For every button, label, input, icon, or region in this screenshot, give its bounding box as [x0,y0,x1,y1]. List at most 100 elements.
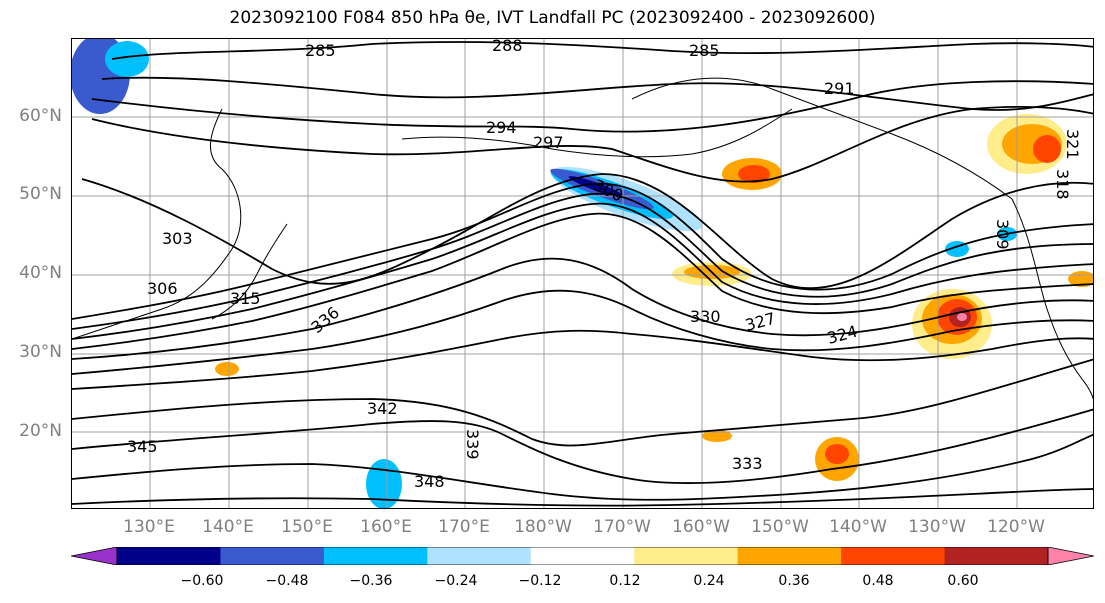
shade-blob-orange-s [702,430,732,442]
colorbar-tick-036: 0.36 [778,573,810,589]
contour-label-group: 285 288 285 291 294 297 300 303 306 309 … [127,39,1082,491]
contour-label-327: 327 [743,309,777,335]
colorbar-svg [70,546,1095,566]
contour-297 [91,106,1093,183]
contour-303 [72,182,1093,320]
colorbar-segments [70,546,1095,566]
contour-324 [72,257,1093,360]
contour-330 [72,329,1093,390]
colorbar-tick-024: 0.24 [693,573,725,589]
lat-label-60n: 60°N [19,106,62,126]
lon-label-130w: 130°W [908,517,966,537]
lon-label-150w: 150°W [751,517,809,537]
lon-label-140w: 140°W [829,517,887,537]
shade-blob-navy-jet [568,176,626,198]
colorbar-segment [944,547,1049,565]
coast-aleutians [401,108,793,158]
contour-300 [81,173,1093,290]
lat-label-40n: 40°N [19,263,62,283]
colorbar-tick-012: 0.12 [609,573,641,589]
lon-label-140e: 140°E [202,517,254,537]
shade-blob-cyan-nw [105,41,149,77]
contour-309 [72,192,1093,330]
map-panel: 285 288 285 291 294 297 300 303 306 309 … [71,38,1094,509]
contour-label-285b: 285 [689,41,720,60]
colorbar-tick-048: 0.48 [862,573,894,589]
contour-342 [72,408,1093,485]
contour-291 [101,76,1093,111]
contour-294 [91,80,1093,133]
contour-label-324: 324 [825,322,859,348]
ivt-shading [72,39,1093,508]
contour-348 [72,488,1093,507]
shade-blob-pink-ar [957,313,967,321]
colorbar-tick-n012: −0.12 [518,573,562,589]
contour-label-333: 333 [732,454,763,473]
lon-label-150e: 150°E [281,517,333,537]
contour-label-288: 288 [492,39,523,55]
contour-label-306: 306 [147,279,178,298]
lon-label-160e: 160°E [360,517,412,537]
colorbar-segment [530,547,635,565]
contour-label-345: 345 [127,437,158,456]
colorbar-segment [841,547,946,565]
contour-315 [72,202,1093,340]
contour-321 [72,212,1093,350]
colorbar-extend-high [1047,546,1095,566]
theta-e-contours [72,41,1093,507]
lon-label-120w: 120°W [987,517,1045,537]
colorbar-segment [220,547,325,565]
coastlines [72,77,1093,400]
shade-blob-red-alaska [738,165,770,183]
coast-na [1011,198,1093,400]
chart-title: 2023092100 F084 850 hPa θe, IVT Landfall… [229,8,876,28]
contour-label-339: 339 [463,429,482,460]
contour-label-348: 348 [414,472,445,491]
lat-label-30n: 30°N [19,342,62,362]
contour-label-291: 291 [824,79,855,98]
lon-label-180w: 180°W [514,517,572,537]
coast-alaska [631,77,1013,200]
contour-327 [72,289,1093,375]
contour-label-303: 303 [162,229,193,248]
colorbar-tick-n060: −0.60 [180,573,224,589]
contour-label-318: 318 [1053,169,1072,200]
colorbar-segment [323,547,428,565]
contour-label-297: 297 [533,133,564,152]
contour-label-315: 315 [230,289,261,308]
contour-285 [111,41,1093,60]
colorbar-tick-n048: −0.48 [265,573,309,589]
contour-label-342: 342 [367,399,398,418]
lon-label-160w: 160°W [672,517,730,537]
lon-label-130e: 130°E [123,517,175,537]
colorbar-tick-n024: −0.24 [434,573,478,589]
map-canvas: 285 288 285 291 294 297 300 303 306 309 … [72,39,1093,508]
lat-label-20n: 20°N [19,421,62,441]
lon-label-170e: 170°E [438,517,490,537]
lon-label-170w: 170°W [593,517,651,537]
colorbar-segment [427,547,532,565]
colorbar-segment [737,547,842,565]
contour-345 [72,433,1093,501]
shade-blob-cyan-sw [366,459,402,508]
coast-japan [211,223,288,320]
shade-blob-red-ne [1033,135,1061,163]
contour-label-336: 336 [307,303,343,337]
contour-label-285a: 285 [305,41,336,60]
contour-336 [72,358,1093,447]
colorbar-segment [117,547,221,565]
shade-blob-red-south [825,444,849,464]
colorbar-tick-060: 0.60 [947,573,979,589]
graticule [72,39,1093,508]
coast-asia [72,108,242,340]
contour-label-330: 330 [690,307,721,326]
contour-label-294: 294 [486,118,517,137]
contour-label-309: 309 [993,219,1012,250]
colorbar [70,546,1095,569]
shade-blob-orange-sw [215,362,239,376]
colorbar-segment [634,547,739,565]
colorbar-tick-n036: −0.36 [349,573,393,589]
colorbar-extend-low [70,546,118,566]
lat-label-50n: 50°N [19,184,62,204]
contour-label-321: 321 [1063,129,1082,160]
